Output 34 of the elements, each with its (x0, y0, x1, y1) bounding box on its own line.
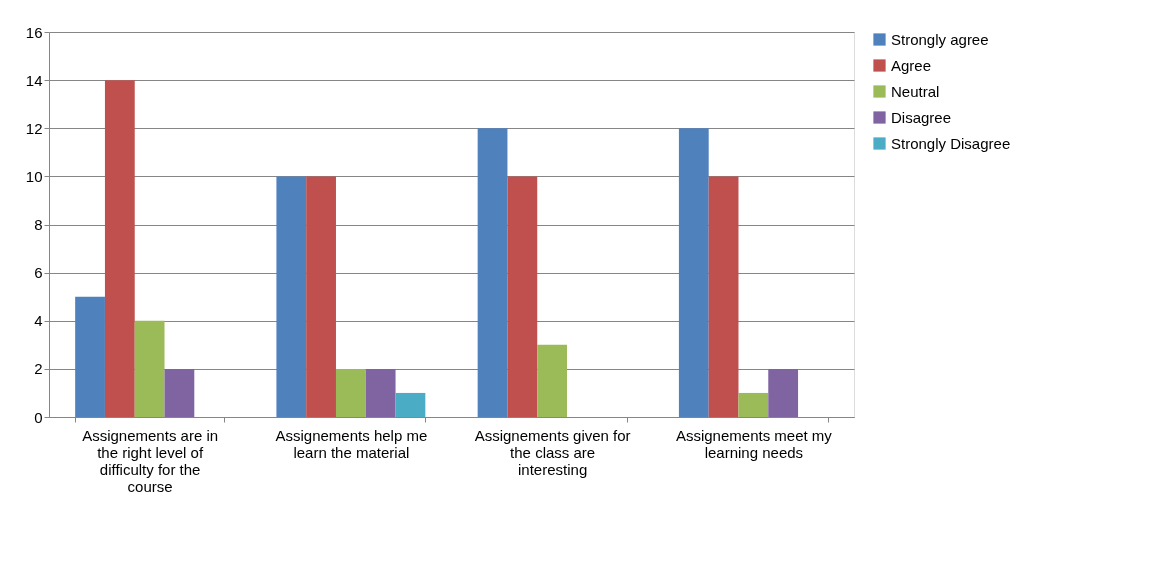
bar (395, 392, 426, 417)
y-tick-label: 4 (34, 312, 43, 330)
x-tick-label: Assignements given for the class are interesting (474, 426, 631, 478)
y-tick-label: 10 (25, 167, 43, 185)
bar (537, 344, 568, 417)
y-tick-label: 8 (34, 216, 43, 233)
bar (306, 176, 336, 417)
y-tick-label: 6 (34, 264, 43, 282)
x-tick-label: Assignements meet my learning needs (675, 426, 833, 461)
legend-label: Strongly agree (891, 30, 989, 48)
bar (104, 80, 135, 417)
bar (477, 128, 508, 417)
bar (134, 320, 165, 417)
legend-label: Disagree (891, 108, 952, 126)
bar (507, 176, 538, 417)
bar (768, 368, 799, 417)
bar (365, 368, 396, 417)
y-tick-label: 0 (34, 408, 43, 426)
y-tick-label: 2 (34, 360, 43, 378)
bar (738, 392, 769, 417)
x-tick-label: Assignements are in the right level of difficulty for the course (82, 426, 219, 495)
legend-label: Strongly Disagree (891, 134, 1011, 152)
bar (75, 296, 105, 417)
bar (708, 176, 739, 417)
bar (678, 128, 709, 417)
bar (335, 368, 366, 417)
x-tick-label: Assignements help me learn the material (275, 426, 428, 461)
bar (276, 176, 307, 417)
legend-label: Neutral (891, 82, 940, 100)
y-tick-label: 14 (25, 71, 43, 89)
legend-label: Agree (891, 56, 932, 74)
y-tick-label: 12 (25, 119, 43, 137)
bar (164, 368, 195, 417)
y-tick-label: 16 (25, 23, 43, 41)
